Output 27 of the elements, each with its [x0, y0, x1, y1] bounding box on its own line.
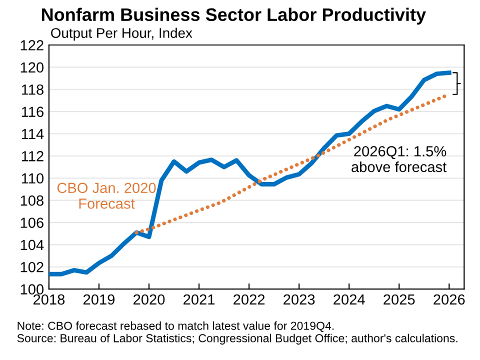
- y-tick-label: 108: [20, 195, 44, 206]
- x-tick-label: 2022: [234, 294, 265, 305]
- x-tick-label: 2024: [334, 294, 365, 305]
- y-tick-label: 112: [22, 151, 44, 162]
- x-tick-label: 2023: [284, 294, 315, 305]
- y-tick-label: 102: [20, 262, 44, 272]
- text: Note: CBO forecast rebased to match latest value for 2019Q4. Source: Bureau of Labor Statistics; Congressional Budget Office; author's calculations.: [17, 321, 458, 345]
- y-tick-label: 104: [20, 240, 44, 250]
- y-tick-label: 114: [22, 129, 44, 140]
- y-tick-label: 120: [20, 62, 44, 73]
- y-tick-label: 110: [22, 173, 44, 184]
- x-tick-label: 2021: [184, 294, 215, 305]
- y-tick-label: 118: [22, 84, 44, 95]
- series-label: CBO Jan. 2020 Forecast: [57, 182, 156, 209]
- line-series: [48, 70, 452, 276]
- chart-title: Nonfarm Business Sector Labor Productivity: [42, 8, 426, 25]
- x-tick-label: 2020: [134, 294, 165, 305]
- annotation: 2026Q1: 1.5% above forecast: [352, 146, 447, 172]
- x-tick-label: 2018: [33, 294, 65, 305]
- x-tick-label: 2026: [434, 294, 465, 305]
- chart-subtitle: Output Per Hour, Index: [51, 28, 192, 41]
- y-tick-label: 106: [20, 218, 44, 228]
- x-tick-label: 2019: [84, 294, 115, 305]
- y-tick-label: 116: [22, 106, 44, 117]
- y-tick-label: 122: [20, 40, 44, 50]
- y-tick-label: 100: [20, 284, 44, 295]
- x-tick-label: 2025: [384, 294, 415, 305]
